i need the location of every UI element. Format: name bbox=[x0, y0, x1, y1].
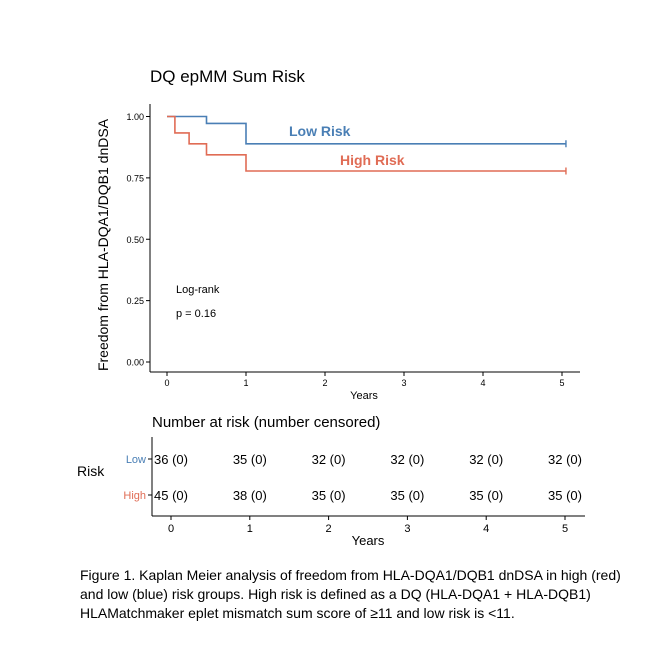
risk-cell: 35 (0) bbox=[548, 488, 582, 503]
figure-caption: Figure 1. Kaplan Meier analysis of freed… bbox=[80, 567, 621, 621]
risk-cell: 35 (0) bbox=[469, 488, 503, 503]
risk-cell: 32 (0) bbox=[548, 452, 582, 467]
x-tick-label: 3 bbox=[401, 378, 406, 388]
table-x-tick-label: 1 bbox=[247, 523, 253, 535]
y-tick-label: 0.75 bbox=[126, 173, 144, 183]
risk-cell: 32 (0) bbox=[469, 452, 503, 467]
risk-cell: 35 (0) bbox=[390, 488, 424, 503]
y-tick-label: 0.50 bbox=[126, 235, 144, 245]
table-x-tick-label: 3 bbox=[404, 523, 410, 535]
risk-cell: 35 (0) bbox=[233, 452, 267, 467]
y-tick-label: 0.00 bbox=[126, 358, 144, 368]
table-x-tick-label: 2 bbox=[326, 523, 332, 535]
km-line-high-risk bbox=[167, 115, 566, 172]
risk-cell: 36 (0) bbox=[154, 452, 188, 467]
series-label-low-risk: Low Risk bbox=[289, 123, 351, 139]
risk-cell: 32 (0) bbox=[390, 452, 424, 467]
y-tick-label: 0.25 bbox=[126, 296, 144, 306]
risk-cell: 35 (0) bbox=[312, 488, 346, 503]
series-label-high-risk: High Risk bbox=[340, 152, 405, 168]
km-figure: DQ epMM Sum Risk Freedom from HLA-DQA1/D… bbox=[77, 67, 585, 548]
risk-cell: 45 (0) bbox=[154, 488, 188, 503]
table-x-tick-label: 4 bbox=[483, 523, 489, 535]
risk-cell: 38 (0) bbox=[233, 488, 267, 503]
y-tick-label: 1.00 bbox=[126, 112, 144, 122]
risk-row-label-low: Low bbox=[126, 454, 146, 466]
logrank-label: Log-rank bbox=[176, 284, 220, 296]
risk-cell: 32 (0) bbox=[312, 452, 346, 467]
table-x-tick-label: 5 bbox=[562, 523, 568, 535]
risk-table-x-label: Years bbox=[352, 533, 385, 548]
x-axis-label: Years bbox=[350, 390, 378, 402]
x-tick-label: 5 bbox=[559, 378, 564, 388]
chart-title: DQ epMM Sum Risk bbox=[150, 67, 305, 86]
x-tick-label: 1 bbox=[243, 378, 248, 388]
x-tick-label: 2 bbox=[322, 378, 327, 388]
x-tick-label: 0 bbox=[164, 378, 169, 388]
x-tick-label: 4 bbox=[480, 378, 485, 388]
y-axis-label: Freedom from HLA-DQA1/DQB1 dnDSA bbox=[95, 118, 111, 371]
risk-table-title: Number at risk (number censored) bbox=[152, 414, 380, 431]
km-line-low-risk bbox=[167, 115, 566, 145]
risk-row-label-high: High bbox=[123, 490, 146, 502]
p-value-label: p = 0.16 bbox=[176, 308, 216, 320]
risk-row-title: Risk bbox=[77, 463, 105, 479]
table-x-tick-label: 0 bbox=[168, 523, 174, 535]
